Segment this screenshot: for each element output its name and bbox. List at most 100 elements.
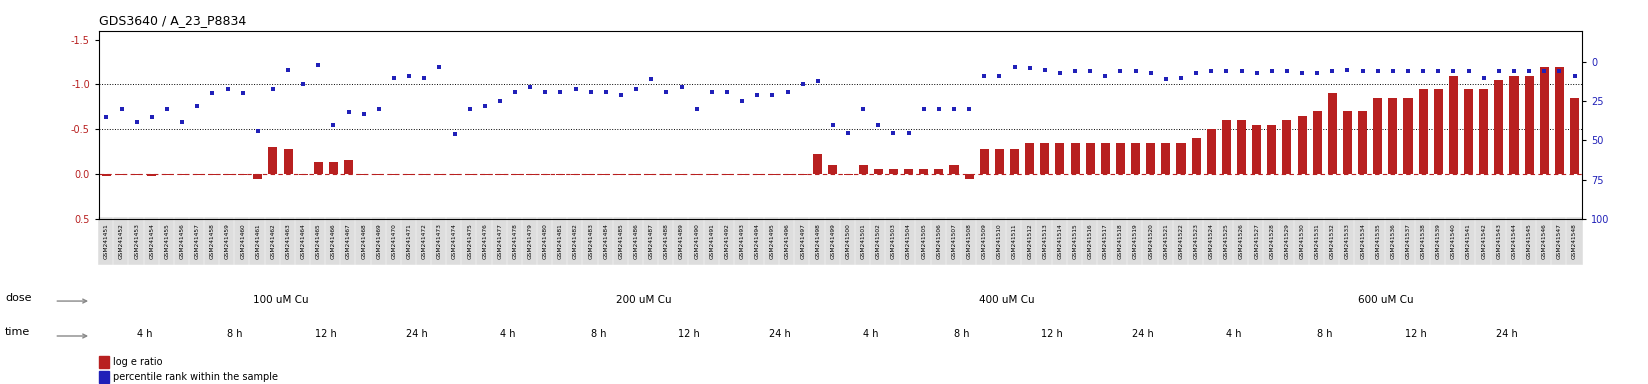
Point (1411, 68, 1437, 74)
Text: time: time (5, 327, 30, 337)
Point (109, 106, 135, 112)
Point (1501, 68, 1528, 74)
Bar (602, 174, 610, 175)
Text: 12 h: 12 h (315, 329, 336, 339)
Bar (1221, 120, 1231, 174)
Bar (1192, 138, 1201, 174)
Text: 24 h: 24 h (1132, 329, 1154, 339)
Point (789, 81, 816, 87)
Text: 24 h: 24 h (770, 329, 791, 339)
Bar (587, 174, 595, 175)
Bar (117, 174, 127, 175)
Point (562, 86, 588, 92)
Point (895, 129, 921, 136)
Text: 4 h: 4 h (1226, 329, 1241, 339)
Bar (496, 174, 504, 175)
Bar (1571, 98, 1579, 174)
Point (684, 106, 710, 112)
Bar (511, 174, 519, 175)
Point (714, 89, 740, 95)
Bar (1404, 98, 1412, 174)
Point (214, 86, 241, 92)
Bar (722, 174, 732, 175)
Point (442, 131, 468, 137)
Bar (920, 169, 928, 174)
Point (1440, 68, 1467, 74)
Point (743, 92, 770, 98)
Bar (1343, 111, 1351, 174)
Point (623, 86, 649, 92)
Point (94, 114, 120, 120)
Point (1107, 68, 1134, 74)
Bar (829, 165, 837, 174)
Point (728, 98, 755, 104)
Bar (1086, 143, 1094, 174)
Point (456, 106, 483, 112)
Point (336, 109, 363, 115)
Bar (798, 174, 808, 175)
Point (1274, 68, 1300, 74)
Bar (374, 174, 384, 175)
Bar (707, 174, 717, 175)
Bar (631, 174, 641, 175)
Bar (677, 174, 686, 175)
Bar (269, 147, 277, 174)
Point (1561, 73, 1587, 79)
Point (170, 119, 196, 125)
Point (1002, 64, 1028, 70)
Text: 200 uM Cu: 200 uM Cu (616, 295, 671, 305)
Point (124, 119, 150, 125)
Point (1259, 68, 1285, 74)
Point (760, 92, 786, 98)
Text: 8 h: 8 h (227, 329, 242, 339)
Text: 8 h: 8 h (1317, 329, 1333, 339)
Text: 12 h: 12 h (679, 329, 700, 339)
Bar (1162, 143, 1170, 174)
Point (503, 89, 529, 95)
Point (956, 106, 982, 112)
Point (653, 89, 679, 95)
Bar (1177, 143, 1185, 174)
Point (1244, 70, 1271, 76)
Text: 4 h: 4 h (499, 329, 516, 339)
Bar (222, 174, 232, 175)
Bar (132, 174, 142, 175)
Bar (1282, 120, 1292, 174)
Bar (662, 174, 671, 175)
Bar (435, 174, 443, 175)
Bar (178, 174, 186, 175)
Bar (1495, 80, 1503, 174)
Text: 100 uM Cu: 100 uM Cu (252, 295, 308, 305)
Point (1531, 68, 1557, 74)
Point (1061, 68, 1088, 74)
Bar (888, 169, 898, 174)
Point (1168, 74, 1195, 81)
Point (775, 89, 801, 95)
Text: 8 h: 8 h (954, 329, 969, 339)
Point (1017, 65, 1043, 71)
Bar (541, 174, 550, 175)
Point (185, 103, 211, 109)
Bar (405, 174, 414, 175)
Bar (1238, 120, 1246, 174)
Bar (964, 174, 974, 179)
Bar (163, 174, 171, 175)
Point (351, 111, 377, 117)
Point (1183, 70, 1210, 76)
Point (229, 90, 255, 96)
Point (593, 89, 620, 95)
Point (275, 67, 302, 73)
Point (911, 106, 938, 112)
Text: 4 h: 4 h (137, 329, 152, 339)
Bar (859, 165, 868, 174)
Point (486, 98, 513, 104)
Point (320, 122, 346, 128)
Bar (389, 174, 399, 175)
Bar (1055, 143, 1065, 174)
Bar (99, 356, 109, 368)
Bar (480, 174, 489, 175)
Point (410, 74, 437, 81)
Text: 4 h: 4 h (864, 329, 878, 339)
Point (819, 122, 845, 128)
Bar (330, 162, 338, 174)
